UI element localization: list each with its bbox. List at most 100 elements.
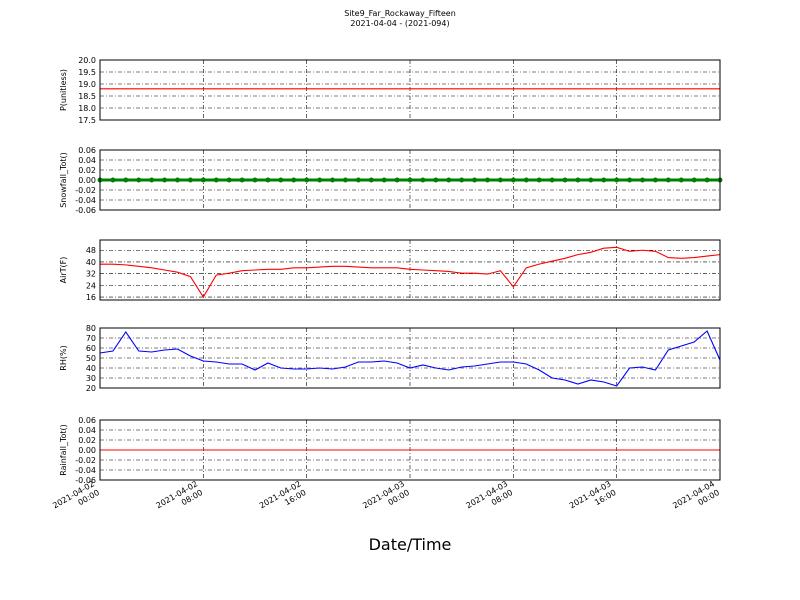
y-tick-label: 0.04: [78, 426, 96, 435]
y-tick-label: 50: [86, 354, 96, 363]
data-point: [407, 177, 413, 183]
y-tick-label: -0.04: [75, 466, 96, 475]
y-axis-label: Rainfall_Tot(): [59, 424, 68, 476]
data-point: [446, 177, 452, 183]
y-axis-label: P(unitless): [59, 69, 68, 111]
x-tick-label: 2021-04-0200:00: [51, 479, 101, 519]
data-point: [394, 177, 400, 183]
plot-frame: [99, 149, 721, 211]
y-tick-label: 0.00: [78, 446, 96, 455]
data-point: [472, 177, 478, 183]
data-point: [162, 177, 168, 183]
x-tick-label: 2021-04-0300:00: [361, 479, 411, 519]
y-tick-label: 0.02: [78, 166, 96, 175]
data-point: [278, 177, 284, 183]
y-tick-label: 16: [86, 293, 96, 302]
data-point: [110, 177, 116, 183]
y-tick-label: 80: [86, 324, 96, 333]
data-point: [226, 177, 232, 183]
data-point: [433, 177, 439, 183]
y-axis-label: Snowfall_Tot(): [59, 152, 68, 208]
data-point: [459, 177, 465, 183]
data-point: [381, 177, 387, 183]
x-tick-label: 2021-04-0400:00: [671, 479, 721, 519]
data-point: [562, 177, 568, 183]
data-point: [652, 177, 658, 183]
y-tick-label: -0.06: [75, 476, 96, 485]
data-line: [99, 330, 721, 387]
y-tick-label: 24: [86, 281, 96, 290]
y-tick-label: 18.5: [78, 92, 96, 101]
plot-frame: [99, 419, 721, 481]
data-point: [640, 177, 645, 183]
data-line: [100, 246, 721, 299]
y-tick-label: 60: [86, 344, 96, 353]
y-tick-label: 19.0: [78, 80, 96, 89]
data-point: [614, 177, 620, 183]
plot-frame: [99, 239, 721, 301]
data-point: [213, 177, 219, 183]
data-point: [200, 177, 206, 183]
data-point: [704, 177, 710, 183]
data-point: [187, 177, 193, 183]
data-point: [485, 177, 490, 183]
y-tick-label: 18.0: [78, 104, 96, 113]
data-point: [342, 177, 348, 183]
y-tick-label: -0.06: [75, 206, 96, 215]
x-axis-label: Date/Time: [369, 535, 452, 554]
data-point: [175, 177, 180, 183]
y-tick-label: -0.02: [75, 186, 96, 195]
data-point: [304, 177, 310, 183]
y-tick-label: 0.02: [78, 436, 96, 445]
data-point: [291, 177, 297, 183]
data-point: [252, 177, 258, 183]
data-point: [239, 177, 245, 183]
x-tick-label: 2021-04-0308:00: [465, 479, 515, 519]
data-point: [265, 177, 271, 183]
data-point: [523, 177, 529, 183]
data-point: [330, 177, 335, 183]
y-tick-label: 0.00: [78, 176, 96, 185]
data-point: [549, 177, 555, 183]
data-point: [536, 177, 542, 183]
data-point: [368, 177, 374, 183]
x-tick-label: 2021-04-0316:00: [568, 479, 618, 519]
y-tick-label: 40: [86, 258, 96, 267]
data-point: [149, 177, 155, 183]
plot-frame: [99, 327, 721, 389]
data-point: [420, 177, 426, 183]
x-tick-label: 2021-04-0216:00: [258, 479, 308, 519]
data-point: [497, 177, 503, 183]
y-tick-label: 32: [86, 270, 96, 279]
data-point: [665, 177, 671, 183]
y-tick-label: 48: [86, 246, 96, 255]
x-tick-label: 2021-04-0208:00: [155, 479, 205, 519]
y-tick-label: -0.04: [75, 196, 96, 205]
data-point: [510, 177, 516, 183]
data-point: [601, 177, 607, 183]
data-point: [136, 177, 142, 183]
y-tick-label: 19.5: [78, 68, 96, 77]
y-tick-label: 20: [86, 384, 96, 393]
data-point: [317, 177, 323, 183]
chart-subtitle: 2021-04-04 - (2021-094): [350, 19, 449, 28]
y-tick-label: 30: [86, 374, 96, 383]
y-tick-label: 0.06: [78, 146, 96, 155]
chart-title: Site9_Far_Rockaway_Fifteen: [344, 9, 456, 18]
y-axis-label: RH(%): [59, 345, 68, 370]
data-point: [627, 177, 633, 183]
data-point: [678, 177, 684, 183]
y-tick-label: 0.06: [78, 416, 96, 425]
data-point: [575, 177, 581, 183]
y-tick-label: 70: [86, 334, 96, 343]
data-point: [691, 177, 697, 183]
plot-frame: [99, 59, 721, 121]
y-tick-label: 20.0: [78, 56, 96, 65]
data-point: [588, 177, 594, 183]
y-tick-label: 17.5: [78, 116, 96, 125]
y-tick-label: -0.02: [75, 456, 96, 465]
data-point: [355, 177, 361, 183]
y-tick-label: 40: [86, 364, 96, 373]
y-tick-label: 0.04: [78, 156, 96, 165]
